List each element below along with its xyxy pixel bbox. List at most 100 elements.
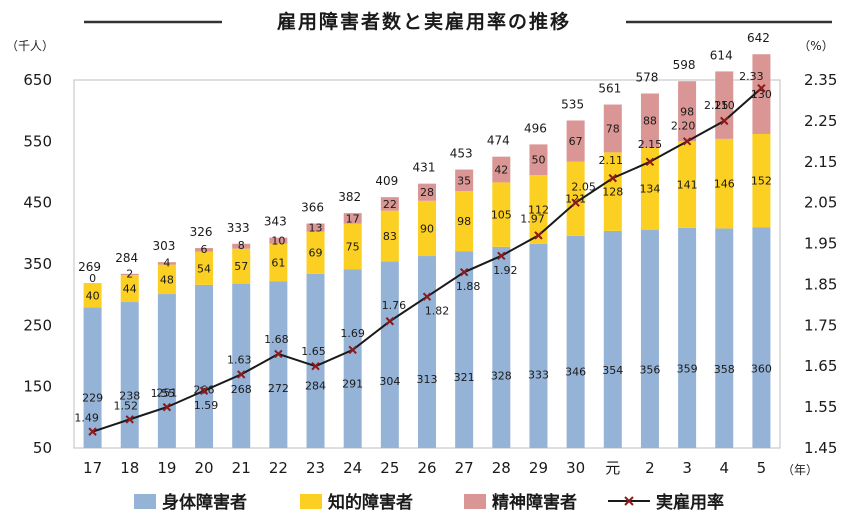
bar-physical bbox=[529, 243, 548, 448]
rate-marker bbox=[348, 345, 357, 355]
bar-mental bbox=[306, 223, 325, 232]
bar-physical bbox=[343, 269, 362, 448]
rate-marker bbox=[385, 317, 395, 326]
total-label: 333 bbox=[227, 221, 250, 235]
label-physical: 333 bbox=[528, 368, 549, 381]
chart-title-block: 雇用障害者数と実雇用率の推移 bbox=[84, 10, 832, 33]
label-physical: 321 bbox=[454, 371, 475, 384]
x-tick-label: 24 bbox=[343, 459, 362, 477]
label-mental: 78 bbox=[606, 122, 620, 135]
label-intellectual: 141 bbox=[677, 179, 698, 192]
bar-intellectual bbox=[529, 175, 548, 244]
total-label: 431 bbox=[413, 161, 436, 175]
label-physical: 358 bbox=[714, 363, 735, 376]
right-tick-label: 1.65 bbox=[804, 357, 837, 375]
right-tick-label: 1.55 bbox=[804, 398, 837, 416]
rate-marker bbox=[497, 251, 506, 261]
bar-physical bbox=[269, 281, 288, 448]
total-label: 474 bbox=[487, 134, 510, 148]
bar-intellectual bbox=[120, 275, 139, 303]
rate-label: 1.63 bbox=[227, 353, 252, 366]
right-tick-label: 1.45 bbox=[804, 439, 837, 457]
bar-physical bbox=[232, 283, 251, 448]
legend-label-physical: 身体障害者 bbox=[162, 492, 247, 513]
label-intellectual: 90 bbox=[420, 222, 434, 235]
rate-marker bbox=[125, 415, 134, 424]
bar-intellectual bbox=[455, 191, 474, 252]
total-label: 343 bbox=[264, 215, 287, 229]
bar-mental bbox=[269, 237, 288, 244]
rate-marker bbox=[237, 370, 246, 379]
total-label: 598 bbox=[673, 58, 696, 72]
legend-swatch-physical bbox=[134, 494, 156, 509]
bar-mental bbox=[232, 243, 251, 249]
bar-intellectual bbox=[83, 283, 102, 308]
total-label: 284 bbox=[115, 251, 138, 265]
total-label: 326 bbox=[190, 225, 213, 239]
label-intellectual: 134 bbox=[639, 183, 660, 196]
rate-label: 2.25 bbox=[704, 99, 729, 112]
total-label: 269 bbox=[78, 260, 101, 274]
bar-intellectual bbox=[640, 147, 659, 230]
bar-mental bbox=[157, 262, 176, 265]
total-label: 561 bbox=[598, 82, 621, 96]
label-mental: 88 bbox=[643, 114, 657, 127]
rate-marker bbox=[162, 402, 172, 412]
bar-intellectual bbox=[269, 243, 288, 282]
x-tick-label: 27 bbox=[455, 459, 474, 477]
rate-label: 1.49 bbox=[74, 412, 99, 425]
label-mental: 98 bbox=[680, 105, 694, 118]
label-intellectual: 69 bbox=[309, 247, 323, 260]
label-mental: 35 bbox=[457, 174, 471, 187]
total-label: 303 bbox=[152, 239, 175, 253]
right-tick-label: 2.05 bbox=[804, 194, 837, 212]
left-tick-label: 650 bbox=[23, 71, 52, 89]
label-physical: 354 bbox=[602, 364, 623, 377]
label-intellectual: 121 bbox=[565, 193, 586, 206]
x-tick-label: 26 bbox=[417, 459, 436, 477]
bar-intellectual bbox=[603, 152, 622, 231]
total-label: 366 bbox=[301, 201, 324, 215]
label-physical: 346 bbox=[565, 366, 586, 379]
left-axis: 50 150 250 350 450 550 650 bbox=[23, 71, 52, 457]
label-physical: 238 bbox=[119, 389, 140, 402]
label-intellectual: 61 bbox=[271, 256, 285, 269]
rate-label: 1.82 bbox=[425, 305, 450, 318]
x-axis: 17 18 19 20 21 22 23 24 25 26 27 28 29 30 元 2 3 4 5 bbox=[83, 459, 766, 477]
label-mental: 13 bbox=[309, 222, 323, 235]
rate-label: 2.05 bbox=[571, 181, 596, 194]
rate-marker bbox=[88, 427, 97, 436]
legend-marker-rate bbox=[624, 496, 634, 506]
bar-intellectual bbox=[380, 210, 399, 262]
label-intellectual: 44 bbox=[123, 283, 137, 296]
label-mental: 67 bbox=[569, 135, 583, 148]
label-mental: 2 bbox=[126, 267, 133, 280]
label-mental: 17 bbox=[346, 212, 360, 225]
x-tick-label: 3 bbox=[682, 459, 692, 477]
rate-label: 1.55 bbox=[151, 387, 176, 400]
left-axis-unit: （千人） bbox=[6, 39, 54, 53]
rate-marker bbox=[645, 157, 655, 166]
bar-mental bbox=[566, 120, 585, 162]
label-physical: 359 bbox=[677, 363, 698, 376]
bar-physical bbox=[83, 307, 102, 448]
x-tick-label: 21 bbox=[232, 459, 251, 477]
rate-label: 2.20 bbox=[671, 119, 696, 132]
legend-swatch-mental bbox=[464, 494, 486, 509]
rate-label: 1.52 bbox=[113, 399, 138, 412]
label-physical: 291 bbox=[342, 378, 363, 391]
right-tick-label: 2.35 bbox=[804, 71, 837, 89]
legend: 身体障害者 知的障害者 精神障害者 実雇用率 bbox=[134, 492, 724, 513]
x-tick-label: 4 bbox=[719, 459, 729, 477]
rate-line-layer: 1.49 1.52 1.55 1.59 1.63 1.68 1.65 1.69 1.76 1.82… bbox=[74, 70, 766, 436]
rate-label: 1.68 bbox=[264, 333, 289, 346]
total-label: 496 bbox=[524, 121, 547, 135]
label-intellectual: 128 bbox=[602, 186, 623, 199]
total-label: 382 bbox=[338, 190, 361, 204]
rate-marker bbox=[422, 292, 432, 301]
left-tick-label: 250 bbox=[23, 316, 52, 334]
rate-label: 1.65 bbox=[301, 345, 326, 358]
x-tick-label: 元 bbox=[605, 459, 620, 477]
total-label: 535 bbox=[561, 97, 584, 111]
rate-marker bbox=[571, 198, 580, 207]
